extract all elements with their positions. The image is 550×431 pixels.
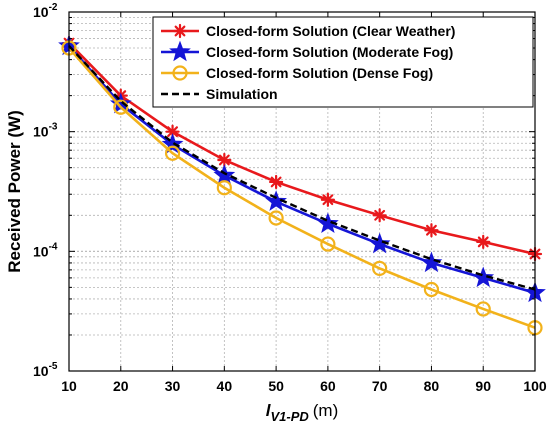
legend-label: Closed-form Solution (Dense Fog) [206, 65, 433, 81]
data-point [320, 192, 335, 207]
x-tick-label: 50 [268, 378, 284, 394]
y-tick-label: 10-2 [33, 2, 58, 20]
legend-item: Closed-form Solution (Moderate Fog) [161, 40, 453, 62]
legend-marker [169, 40, 191, 62]
series-closed-form-solution-clear-weather [61, 35, 543, 262]
x-tick-label: 80 [424, 378, 440, 394]
x-axis-label-main: l [266, 401, 272, 420]
data-point [164, 145, 181, 161]
data-point [372, 208, 387, 223]
legend-label: Simulation [206, 86, 278, 102]
x-axis-label-unit: (m) [313, 401, 338, 420]
series-group [58, 34, 546, 336]
series-line [68, 45, 536, 291]
data-point [113, 99, 129, 115]
legend-marker [172, 23, 188, 39]
legend-item: Simulation [161, 86, 278, 102]
x-tick-label: 40 [217, 378, 233, 394]
y-axis-label: Received Power (W) [5, 110, 24, 273]
y-tick-label: 10-4 [33, 241, 58, 259]
data-point [475, 301, 491, 317]
data-point [213, 164, 236, 185]
series-closed-form-solution-moderate-fog [58, 34, 546, 303]
data-point [368, 232, 391, 254]
data-point [216, 180, 232, 196]
series-closed-form-solution-dense-fog [61, 40, 543, 336]
x-tick-label: 60 [320, 378, 336, 394]
series-simulation [68, 45, 536, 291]
legend: Closed-form Solution (Clear Weather) Clos… [152, 16, 534, 108]
legend-box [152, 16, 534, 108]
legend-item: Closed-form Solution (Dense Fog) [161, 65, 433, 81]
x-tick-label: 30 [165, 378, 181, 394]
data-point [317, 212, 339, 234]
data-point [268, 210, 284, 226]
data-point [420, 251, 443, 273]
x-tick-label: 70 [372, 378, 388, 394]
x-tick-label: 100 [523, 378, 547, 394]
y-tick-label: 10-5 [33, 361, 58, 379]
data-point [217, 152, 232, 168]
legend-label: Closed-form Solution (Moderate Fog) [206, 44, 453, 60]
legend-marker [172, 65, 188, 81]
data-point [423, 281, 440, 298]
data-point [269, 174, 284, 190]
x-axis-label: lV1-PD (m) [266, 401, 339, 424]
data-point [372, 260, 388, 277]
x-tick-label: 90 [475, 378, 491, 394]
x-axis-label-subscript: V1-PD [270, 409, 309, 424]
y-tick-label: 10-3 [33, 122, 58, 140]
data-point [265, 190, 287, 211]
plot-frame [68, 11, 536, 372]
series-line [68, 42, 536, 256]
data-point [161, 133, 184, 154]
data-point [476, 234, 491, 249]
x-tick-label: 20 [113, 378, 129, 394]
ticks: 10 20 30 40 50 60 70 80 90 100 10-5 10-4 10-3 10-2 [33, 2, 547, 394]
series-line [68, 47, 536, 329]
data-point [320, 236, 336, 252]
legend-item: Closed-form Solution (Clear Weather) [161, 23, 455, 39]
series-line [68, 45, 536, 295]
data-point [472, 266, 495, 288]
x-tick-label: 10 [61, 378, 77, 394]
data-point [165, 124, 180, 139]
data-point [424, 223, 439, 238]
legend-label: Closed-form Solution (Clear Weather) [206, 23, 455, 39]
